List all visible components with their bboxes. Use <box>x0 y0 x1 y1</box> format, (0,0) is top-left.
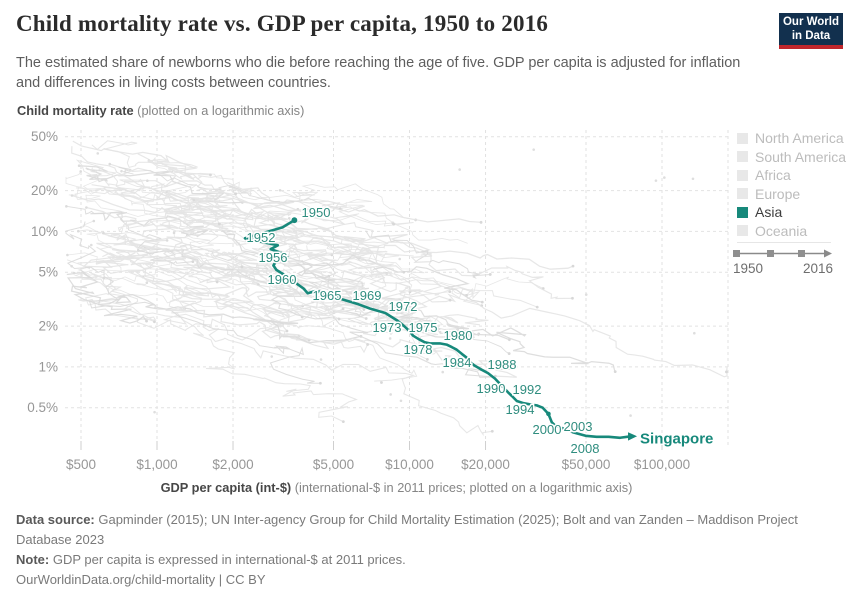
year-label-1960: 1960 <box>268 272 297 287</box>
legend-item-europe[interactable]: Europe <box>737 185 847 204</box>
note-line: Note: GDP per capita is expressed in int… <box>16 550 830 570</box>
legend-item-south-america[interactable]: South America <box>737 148 847 167</box>
timeline-stop-icon[interactable] <box>798 250 805 257</box>
svg-text:$20,000: $20,000 <box>461 457 510 472</box>
year-label-1988: 1988 <box>488 357 517 372</box>
y-axis-title-note: (plotted on a logarithmic axis) <box>133 103 305 118</box>
timeline-arrowhead-icon <box>824 249 832 258</box>
legend-label-north-america: North America <box>755 130 844 147</box>
page-title: Child mortality rate vs. GDP per capita,… <box>16 11 549 36</box>
legend-chip-oceania <box>737 225 748 237</box>
x-axis-title-note: (international-$ in 2011 prices; plotted… <box>291 480 633 495</box>
svg-text:2%: 2% <box>38 319 58 334</box>
timeline-scrubber[interactable] <box>733 247 833 260</box>
timeline-labels: 1950 2016 <box>733 261 833 276</box>
chart-footer: Data source: Gapminder (2015); UN Inter-… <box>16 510 830 589</box>
legend-label-oceania: Oceania <box>755 222 808 239</box>
svg-text:10%: 10% <box>31 224 58 239</box>
year-label-1950: 1950 <box>302 205 331 220</box>
x-axis-title: GDP per capita (int-$) (international-$ … <box>65 480 728 495</box>
year-label-1978: 1978 <box>404 342 433 357</box>
svg-text:50%: 50% <box>31 129 58 144</box>
note-label: Note: <box>16 552 50 567</box>
data-source-text: Gapminder (2015); UN Inter-agency Group … <box>16 512 798 547</box>
legend-item-north-america[interactable]: North America <box>737 129 847 148</box>
legend-item-africa[interactable]: Africa <box>737 166 847 185</box>
y-axis-title-main: Child mortality rate <box>17 103 134 118</box>
svg-text:0.5%: 0.5% <box>27 400 58 415</box>
svg-text:$100,000: $100,000 <box>634 457 690 472</box>
year-label-1969: 1969 <box>353 288 382 303</box>
license-line: OurWorldinData.org/child-mortality | CC … <box>16 570 830 590</box>
year-label-1965: 1965 <box>313 288 342 303</box>
legend-chip-south-america <box>737 151 748 163</box>
svg-text:$10,000: $10,000 <box>385 457 434 472</box>
timeline-start-year: 1950 <box>733 261 764 276</box>
legend-label-asia: Asia <box>755 204 783 221</box>
svg-text:$1,000: $1,000 <box>136 457 177 472</box>
timeline-end-year: 2016 <box>802 261 833 276</box>
timeline-stop-icon[interactable] <box>733 250 740 257</box>
year-label-1990: 1990 <box>477 381 506 396</box>
owid-logo-line1: Our World <box>782 15 839 28</box>
svg-text:$2,000: $2,000 <box>212 457 253 472</box>
legend-label-africa: Africa <box>755 167 791 184</box>
svg-text:$500: $500 <box>66 457 96 472</box>
year-label-2000: 2000 <box>533 422 562 437</box>
year-label-2008: 2008 <box>571 441 600 456</box>
legend-chip-africa <box>737 169 748 181</box>
legend: North America South America Africa Europ… <box>737 129 847 240</box>
canonical-url-link[interactable]: OurWorldinData.org/child-mortality | CC … <box>16 571 266 587</box>
year-label-1973: 1973 <box>373 320 402 335</box>
svg-text:$50,000: $50,000 <box>562 457 611 472</box>
timeline-stop-icon[interactable] <box>767 250 774 257</box>
year-label-1980: 1980 <box>444 328 473 343</box>
data-source-line: Data source: Gapminder (2015); UN Inter-… <box>16 510 830 549</box>
legend-chip-europe <box>737 188 748 200</box>
year-label-1972: 1972 <box>389 299 418 314</box>
year-label-1984: 1984 <box>443 355 472 370</box>
y-axis-title: Child mortality rate (plotted on a logar… <box>17 103 304 118</box>
note-text: GDP per capita is expressed in internati… <box>49 552 406 567</box>
legend-item-asia[interactable]: Asia <box>737 203 847 222</box>
x-axis-title-main: GDP per capita (int-$) <box>160 480 292 495</box>
legend-label-europe: Europe <box>755 185 801 202</box>
legend-divider <box>737 242 831 243</box>
data-source-label: Data source: <box>16 512 95 527</box>
svg-text:20%: 20% <box>31 183 58 198</box>
legend-chip-north-america <box>737 132 748 144</box>
chart-subtitle: The estimated share of newborns who die … <box>16 55 741 91</box>
year-label-1952: 1952 <box>247 230 276 245</box>
year-label-1975: 1975 <box>409 320 438 335</box>
year-label-1992: 1992 <box>513 382 542 397</box>
year-label-1956: 1956 <box>259 250 288 265</box>
legend-label-south-america: South America <box>755 148 847 165</box>
year-label-2003: 2003 <box>564 419 593 434</box>
legend-item-oceania[interactable]: Oceania <box>737 222 847 241</box>
owid-logo-line2: in Data <box>791 30 831 42</box>
owid-logo[interactable]: Our World in Data <box>779 13 843 49</box>
svg-text:5%: 5% <box>38 265 58 280</box>
svg-text:$5,000: $5,000 <box>313 457 354 472</box>
svg-text:1%: 1% <box>38 359 58 374</box>
series-end-label: Singapore <box>640 430 713 447</box>
year-label-1994: 1994 <box>506 402 535 417</box>
legend-chip-asia <box>737 206 748 218</box>
